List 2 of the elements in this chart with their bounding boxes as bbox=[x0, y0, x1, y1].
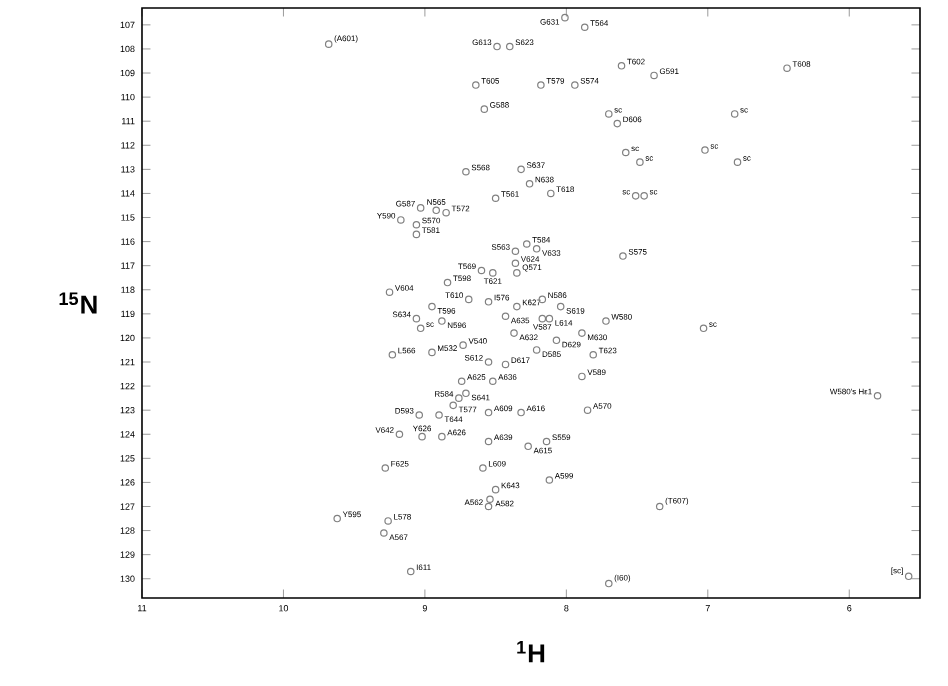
y-axis-title: $^{15}$N bbox=[59, 292, 97, 314]
x-axis-title: $^{1}$H bbox=[517, 641, 545, 663]
